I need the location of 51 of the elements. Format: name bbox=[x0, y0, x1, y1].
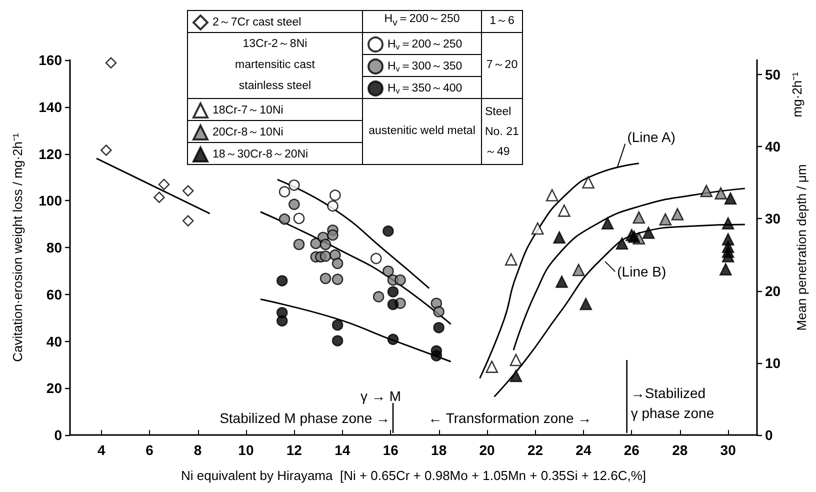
x-tick-label: 6 bbox=[146, 442, 154, 458]
text: 1～6 bbox=[482, 10, 522, 32]
legend-label: 18～30Cr-8～20Ni bbox=[212, 148, 308, 160]
y-tick-label: 40 bbox=[46, 333, 62, 350]
y-tick-label: 20 bbox=[46, 380, 62, 396]
y-tick-label: 120 bbox=[38, 146, 62, 162]
legend-label: 2～7Cr cast steel bbox=[212, 16, 302, 28]
x-tick-label: 10 bbox=[238, 442, 254, 458]
x-tick-label: 22 bbox=[527, 442, 544, 458]
annotation: Steel No. 21～49 bbox=[482, 98, 522, 164]
annotation: austenitic weld metal bbox=[362, 98, 482, 164]
y-tick-label: 0 bbox=[54, 427, 62, 443]
annotation: Stabilized M phase zone → bbox=[220, 410, 390, 426]
annotation: stainless steel bbox=[238, 80, 312, 92]
text: mg·2h⁻¹ bbox=[790, 71, 804, 118]
x-tick-label: 30 bbox=[720, 442, 736, 458]
y2-tick-label: 50 bbox=[765, 66, 781, 82]
annotation: martensitic cast bbox=[235, 59, 315, 71]
x-tick-label: 18 bbox=[431, 442, 447, 458]
x-tick-label: 28 bbox=[672, 442, 688, 458]
y2-tick-label: 20 bbox=[765, 282, 781, 299]
annotation: →Stabilized γ phase zone bbox=[630, 385, 714, 421]
y2-tick-label: 0 bbox=[765, 427, 773, 443]
x-axis-title: Ni equivalent by Hirayama [Ni + 0.65Cr + 0.98Mo + 1.05Mn + 0.35Si + 12.6C,%] bbox=[181, 468, 646, 483]
legend-label: 18Cr-7～10Ni bbox=[212, 104, 284, 116]
y-tick-label: 160 bbox=[38, 52, 62, 68]
y-tick-label: 80 bbox=[46, 240, 62, 256]
y-axis-title: Cavitation·erosion weight loss / mg·2h⁻¹ bbox=[10, 132, 25, 362]
x-tick-label: 16 bbox=[382, 442, 399, 458]
x-tick-label: 26 bbox=[624, 442, 640, 458]
y-tick-label: 60 bbox=[46, 286, 62, 302]
x-tick-label: 20 bbox=[479, 442, 496, 458]
x-tick-label: 8 bbox=[194, 442, 202, 458]
annotation: 7～20 bbox=[482, 32, 522, 98]
x-tick-label: 24 bbox=[576, 442, 592, 458]
text: 13Cr-2～8Ni bbox=[242, 38, 308, 50]
y2-axis-title: Mean penetration depth / μm bbox=[794, 164, 809, 331]
y2-tick-label: 40 bbox=[765, 138, 781, 155]
annotation: (Line B) bbox=[617, 264, 666, 280]
x-tick-label: 14 bbox=[334, 442, 350, 458]
annotation: γ → M bbox=[360, 388, 402, 404]
legend-label: 20Cr-8～10Ni bbox=[212, 126, 284, 138]
x-tick-label: 4 bbox=[97, 442, 106, 458]
y-tick-label: 100 bbox=[38, 192, 62, 209]
annotation: (Line A) bbox=[627, 128, 676, 145]
text: H$_{v}$＝200～250 bbox=[362, 10, 482, 32]
x-tick-label: 12 bbox=[286, 442, 302, 458]
annotation: ← Transformation zone → bbox=[428, 410, 592, 426]
y2-tick-label: 10 bbox=[765, 354, 781, 371]
y-tick-label: 140 bbox=[38, 98, 62, 115]
y2-tick-label: 30 bbox=[765, 210, 781, 227]
